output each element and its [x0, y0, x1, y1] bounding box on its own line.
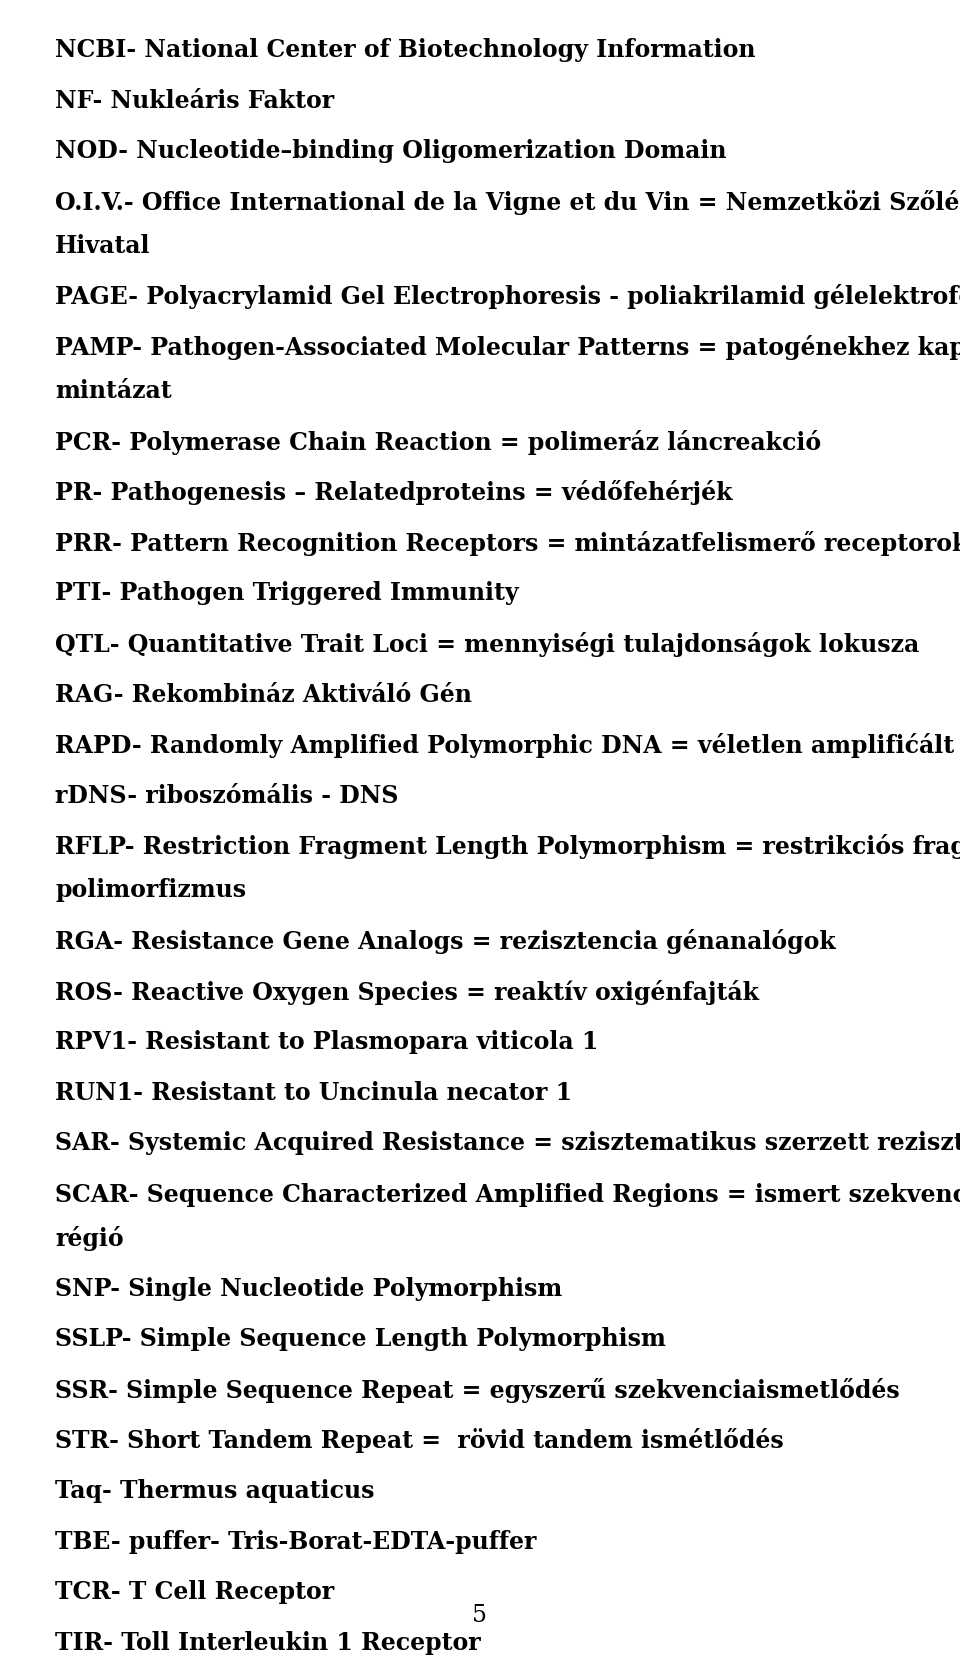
Text: RAPD- Randomly Amplified Polymorphic DNA = véletlen amplifićált polimorf DNS: RAPD- Randomly Amplified Polymorphic DNA…: [55, 733, 960, 758]
Text: PAMP- Pathogen-Associated Molecular Patterns = patogénekhez kapcsolt molekuláris: PAMP- Pathogen-Associated Molecular Patt…: [55, 336, 960, 361]
Text: NF- Nukleáris Faktor: NF- Nukleáris Faktor: [55, 88, 334, 113]
Text: mintázat: mintázat: [55, 379, 172, 402]
Text: rDNS- riboszómális - DNS: rDNS- riboszómális - DNS: [55, 784, 398, 808]
Text: PCR- Polymerase Chain Reaction = polimeráz láncreakció: PCR- Polymerase Chain Reaction = polimer…: [55, 429, 821, 455]
Text: SNP- Single Nucleotide Polymorphism: SNP- Single Nucleotide Polymorphism: [55, 1276, 563, 1301]
Text: Taq- Thermus aquaticus: Taq- Thermus aquaticus: [55, 1479, 374, 1502]
Text: ROS- Reactive Oxygen Species = reaktív oxigénfajták: ROS- Reactive Oxygen Species = reaktív o…: [55, 979, 759, 1004]
Text: SSLP- Simple Sequence Length Polymorphism: SSLP- Simple Sequence Length Polymorphis…: [55, 1328, 666, 1351]
Text: PTI- Pathogen Triggered Immunity: PTI- Pathogen Triggered Immunity: [55, 582, 518, 605]
Text: polimorfizmus: polimorfizmus: [55, 879, 246, 902]
Text: SCAR- Sequence Characterized Amplified Regions = ismert szekvenciáról amplifićál: SCAR- Sequence Characterized Amplified R…: [55, 1182, 960, 1207]
Text: STR- Short Tandem Repeat =  rövid tandem ismétlődés: STR- Short Tandem Repeat = rövid tandem …: [55, 1428, 783, 1453]
Text: O.I.V.- Office International de la Vigne et du Vin = Nemzetközi Szőlészeti és Bo: O.I.V.- Office International de la Vigne…: [55, 189, 960, 214]
Text: RUN1- Resistant to Uncinula necator 1: RUN1- Resistant to Uncinula necator 1: [55, 1080, 572, 1105]
Text: NOD- Nucleotide–binding Oligomerization Domain: NOD- Nucleotide–binding Oligomerization …: [55, 140, 727, 163]
Text: SSR- Simple Sequence Repeat = egyszerű szekvenciaismetlődés: SSR- Simple Sequence Repeat = egyszerű s…: [55, 1378, 900, 1403]
Text: NCBI- National Center of Biotechnology Information: NCBI- National Center of Biotechnology I…: [55, 38, 756, 61]
Text: RAG- Rekombináz Aktiváló Gén: RAG- Rekombináz Aktiváló Gén: [55, 683, 472, 706]
Text: TBE- puffer- Tris-Borat-EDTA-puffer: TBE- puffer- Tris-Borat-EDTA-puffer: [55, 1529, 537, 1554]
Text: PAGE- Polyacrylamid Gel Electrophoresis - poliakrilamid gélelektroforézis: PAGE- Polyacrylamid Gel Electrophoresis …: [55, 284, 960, 309]
Text: RFLP- Restriction Fragment Length Polymorphism = restrikciós fragmentum-hossz: RFLP- Restriction Fragment Length Polymo…: [55, 834, 960, 859]
Text: régió: régió: [55, 1227, 124, 1251]
Text: RPV1- Resistant to Plasmopara viticola 1: RPV1- Resistant to Plasmopara viticola 1: [55, 1030, 598, 1054]
Text: SAR- Systemic Acquired Resistance = szisztematikus szerzett rezisztencia: SAR- Systemic Acquired Resistance = szis…: [55, 1132, 960, 1155]
Text: 5: 5: [472, 1604, 488, 1627]
Text: PRR- Pattern Recognition Receptors = mintázatfelismerő receptorok: PRR- Pattern Recognition Receptors = min…: [55, 530, 960, 555]
Text: RGA- Resistance Gene Analogs = rezisztencia génanalógok: RGA- Resistance Gene Analogs = reziszten…: [55, 929, 836, 954]
Text: QTL- Quantitative Trait Loci = mennyiségi tulajdonságok lokusza: QTL- Quantitative Trait Loci = mennyiség…: [55, 632, 920, 656]
Text: Hivatal: Hivatal: [55, 234, 151, 258]
Text: TIR- Toll Interleukin 1 Receptor: TIR- Toll Interleukin 1 Receptor: [55, 1630, 481, 1655]
Text: PR- Pathogenesis – Relatedproteins = védőfehérjék: PR- Pathogenesis – Relatedproteins = véd…: [55, 480, 732, 505]
Text: TCR- T Cell Receptor: TCR- T Cell Receptor: [55, 1581, 334, 1604]
